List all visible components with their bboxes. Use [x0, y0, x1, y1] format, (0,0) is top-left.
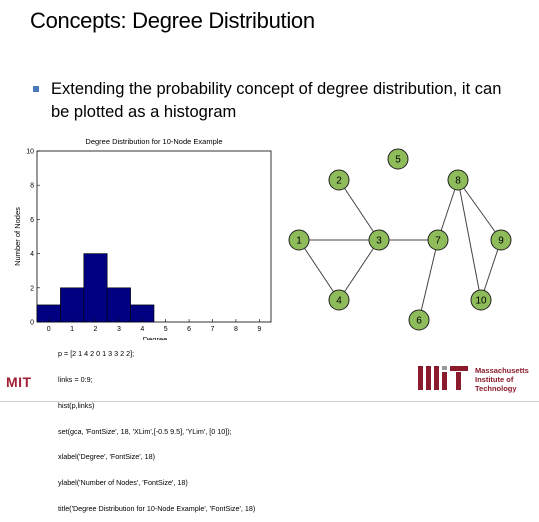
footer-divider — [0, 401, 539, 402]
matlab-code: p = [2 1 4 2 0 1 3 3 2 2]; links = 0:9; … — [58, 333, 255, 522]
histogram-bar — [60, 287, 85, 323]
graph-node-label: 6 — [416, 316, 422, 327]
histogram-bar — [83, 253, 108, 323]
x-tick-label: 3 — [117, 326, 121, 333]
graph-node-label: 8 — [455, 176, 461, 187]
slide-title: Concepts: Degree Distribution — [30, 8, 315, 33]
x-tick-label: 7 — [211, 326, 215, 333]
y-tick-label: 2 — [30, 285, 34, 292]
code-line-2: links = 0:9; — [58, 374, 93, 384]
code-line-4: set(gca, 'FontSize', 18, 'XLim',[-0.5 9.… — [58, 426, 232, 436]
x-tick-label: 1 — [70, 326, 74, 333]
graph-node-label: 1 — [296, 236, 302, 247]
bullet-marker — [33, 86, 39, 92]
graph-edge — [298, 239, 340, 301]
code-line-1: p = [2 1 4 2 0 1 3 3 2 2]; — [58, 349, 135, 359]
graph-node — [328, 289, 350, 311]
x-tick-label: 4 — [140, 326, 144, 333]
degree-histogram-chart: Degree Distribution for 10-Node Example 0… — [13, 137, 272, 340]
graph-node-label: 7 — [435, 236, 441, 247]
graph-node-label: 4 — [336, 296, 342, 307]
graph-node — [368, 229, 390, 251]
y-tick-label: 8 — [30, 183, 34, 190]
graph-edge — [457, 179, 482, 301]
graph-node-label: 9 — [498, 236, 504, 247]
graph-edge — [338, 239, 380, 301]
y-tick-label: 0 — [30, 320, 34, 327]
bullet-text: Extending the probability concept of deg… — [51, 80, 502, 121]
histogram-bar — [106, 287, 131, 323]
graph-node — [408, 309, 430, 331]
network-graph: 1 2 3 4 5 6 7 8 9 10 — [288, 148, 512, 331]
graph-node-label: 3 — [376, 236, 382, 247]
x-axis-label: Degree — [143, 335, 168, 340]
y-tick-label: 10 — [26, 149, 34, 156]
graph-edge — [457, 179, 502, 241]
y-tick-label: 4 — [30, 251, 34, 258]
x-tick-label: 9 — [257, 326, 261, 333]
x-tick-label: 8 — [234, 326, 238, 333]
graph-node — [470, 289, 492, 311]
graph-node — [447, 169, 469, 191]
graph-edge — [338, 179, 380, 241]
x-tick-label: 6 — [187, 326, 191, 333]
x-tick-label: 2 — [94, 326, 98, 333]
mit-logo-mark — [418, 366, 468, 390]
code-line-6: ylabel('Number of Nodes', 'FontSize', 18… — [58, 478, 188, 488]
graph-node — [387, 148, 409, 170]
x-tick-label: 0 — [47, 326, 51, 333]
code-line-5: xlabel('Degree', 'FontSize', 18) — [58, 452, 155, 462]
graph-edge — [437, 179, 459, 241]
graph-edge — [418, 239, 439, 321]
y-tick-label: 6 — [30, 217, 34, 224]
chart-title: Degree Distribution for 10-Node Example — [85, 137, 222, 146]
x-tick-label: 5 — [164, 326, 168, 333]
graph-node — [490, 229, 512, 251]
graph-node — [288, 229, 310, 251]
graph-node — [328, 169, 350, 191]
graph-node-label: 10 — [475, 296, 487, 307]
graph-edge — [480, 239, 502, 301]
graph-node-label: 5 — [395, 155, 401, 166]
graph-node-label: 2 — [336, 176, 342, 187]
mit-wordmark: Massachusetts Institute of Technology — [475, 366, 529, 393]
y-axis-label: Number of Nodes — [13, 207, 22, 266]
code-line-7: title('Degree Distribution for 10-Node E… — [58, 503, 256, 513]
mit-ocw-logo: MIT — [6, 374, 32, 390]
graph-node — [427, 229, 449, 251]
code-line-3: hist(p,links) — [58, 400, 95, 410]
